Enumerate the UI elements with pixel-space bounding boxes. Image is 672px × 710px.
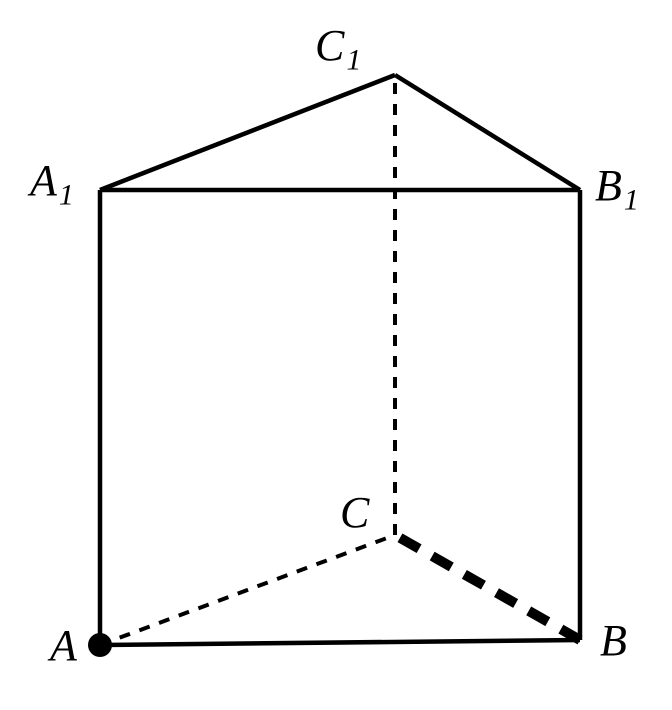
vertex-label-B: B — [600, 616, 627, 665]
edges — [100, 75, 580, 645]
edge-A1-C1 — [100, 75, 395, 190]
vertex-label-A: A — [47, 621, 78, 670]
vertex-label-C: C — [340, 488, 370, 537]
prism-diagram: A B C A1 B1 C1 — [0, 0, 672, 710]
vertex-markers — [88, 633, 112, 657]
vertex-label-B1: B1 — [595, 161, 639, 217]
edge-B-C — [395, 535, 580, 640]
vertex-label-C1: C1 — [315, 21, 361, 77]
vertex-label-A1: A1 — [27, 156, 74, 212]
edge-A-C — [100, 535, 395, 645]
edge-A-B — [100, 640, 580, 645]
vertex-labels: A B C A1 B1 C1 — [27, 21, 639, 670]
vertex-marker-A — [88, 633, 112, 657]
edge-B1-C1 — [395, 75, 580, 190]
